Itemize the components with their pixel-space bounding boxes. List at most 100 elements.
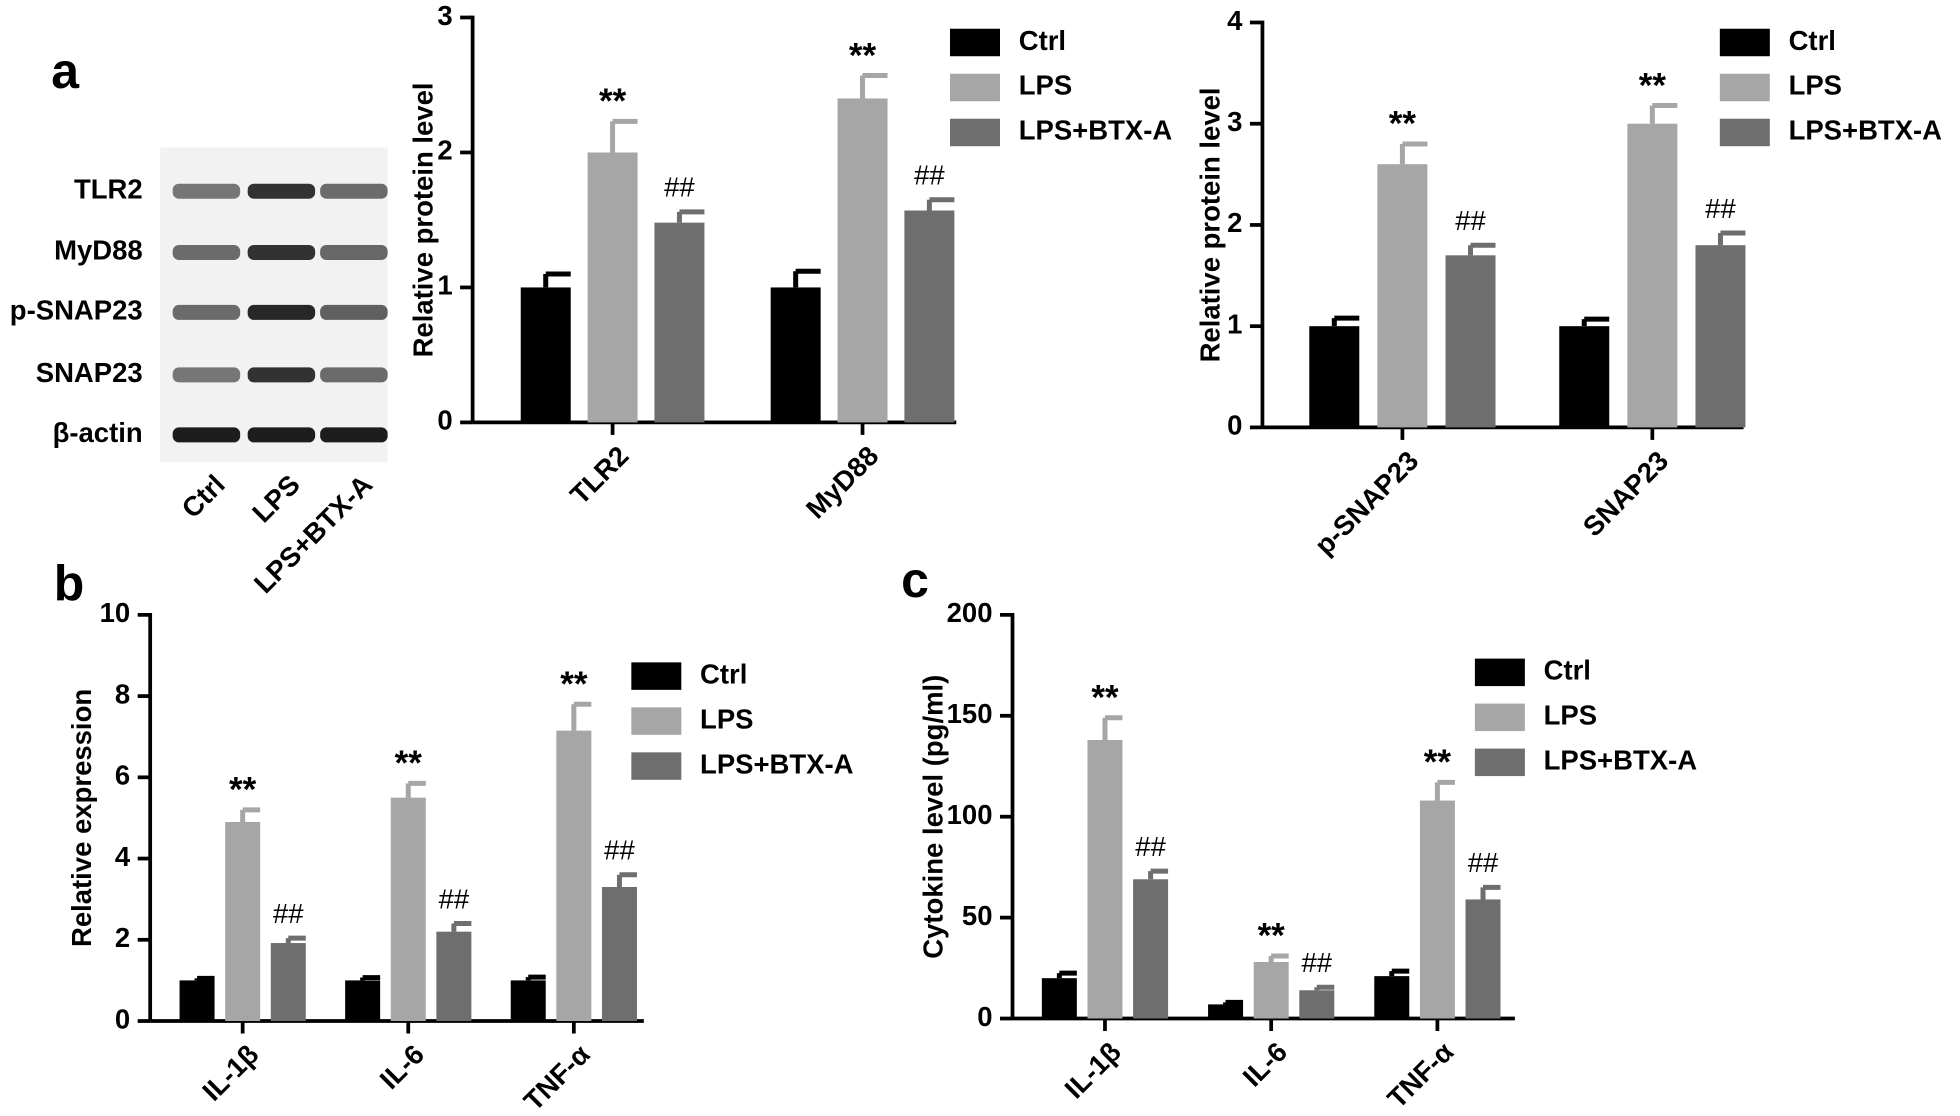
panel-label: a xyxy=(51,43,80,99)
significance-label: ** xyxy=(1389,105,1417,144)
error-bar xyxy=(285,935,306,944)
y-tick-label: 200 xyxy=(947,597,993,628)
error-bar xyxy=(676,209,705,223)
y-tick-label: 0 xyxy=(437,405,452,436)
error-bar xyxy=(571,701,592,731)
bar xyxy=(1087,739,1123,1019)
blot-band xyxy=(320,367,388,383)
legend-swatch xyxy=(950,73,1000,102)
error-bar xyxy=(793,268,821,288)
y-tick-label: 100 xyxy=(947,799,993,830)
significance-label: ## xyxy=(1468,847,1499,878)
blot-band xyxy=(247,367,316,383)
significance-label: ## xyxy=(1455,205,1486,236)
legend-swatch xyxy=(950,28,1000,57)
bar xyxy=(654,222,705,423)
y-tick-label: 10 xyxy=(100,597,131,628)
legend-label: Ctrl xyxy=(1789,25,1836,56)
legend-label: LPS xyxy=(700,703,753,734)
y-axis-label: Relative protein level xyxy=(407,82,438,357)
bar xyxy=(1627,123,1678,428)
error-bar xyxy=(610,118,638,153)
bar xyxy=(904,210,955,423)
bar xyxy=(1041,978,1077,1019)
error-bar xyxy=(616,872,637,887)
blot-band xyxy=(172,367,241,383)
significance-label: ## xyxy=(273,898,304,929)
error-bar xyxy=(1331,315,1360,327)
significance-label: ## xyxy=(914,159,945,190)
y-axis-label: Relative protein level xyxy=(1195,87,1226,362)
y-axis-label: Cytokine level (pg/ml) xyxy=(917,675,948,959)
bar xyxy=(770,287,821,423)
blot-band xyxy=(172,244,241,260)
bar xyxy=(1559,326,1610,428)
y-tick-label: 0 xyxy=(977,1001,992,1032)
error-bar xyxy=(1581,316,1610,327)
bar xyxy=(1253,962,1289,1019)
error-bar xyxy=(926,197,955,211)
legend-label: LPS xyxy=(1544,700,1597,731)
significance-label: ## xyxy=(664,172,695,203)
significance-label: ## xyxy=(1135,831,1166,862)
error-bar xyxy=(405,780,426,798)
error-bar xyxy=(1717,230,1746,246)
significance-label: ## xyxy=(439,883,470,914)
error-bar xyxy=(543,271,571,288)
blot-band xyxy=(172,183,241,199)
error-bar xyxy=(451,921,472,932)
legend-label: LPS xyxy=(1789,70,1842,101)
y-tick-label: 4 xyxy=(1227,5,1243,36)
bar xyxy=(1208,1004,1244,1019)
blot-band xyxy=(247,183,316,199)
error-bar xyxy=(1148,868,1169,880)
y-tick-label: 2 xyxy=(1227,207,1242,238)
blot-row-label: p-SNAP23 xyxy=(10,295,143,326)
blot-band xyxy=(320,427,388,443)
bar xyxy=(1695,245,1746,428)
bar xyxy=(390,797,426,1022)
error-bar xyxy=(1102,715,1123,740)
significance-label: ## xyxy=(1302,947,1333,978)
y-tick-label: 2 xyxy=(437,135,452,166)
significance-label: ** xyxy=(1091,679,1119,718)
error-bar xyxy=(1468,242,1496,256)
legend-label: LPS xyxy=(1019,70,1072,101)
y-tick-label: 2 xyxy=(115,922,130,953)
legend-swatch xyxy=(950,118,1000,147)
legend-label: LPS+BTX-A xyxy=(1789,115,1943,146)
error-bar xyxy=(525,974,546,981)
legend-swatch xyxy=(1719,73,1770,102)
error-bar xyxy=(1223,999,1244,1005)
error-bar xyxy=(194,975,215,981)
error-bar xyxy=(1389,968,1410,977)
legend-swatch xyxy=(631,662,682,690)
legend-label: Ctrl xyxy=(1019,25,1066,56)
error-bar xyxy=(860,73,888,99)
significance-label: ** xyxy=(560,665,588,704)
significance-label: ## xyxy=(604,835,635,866)
bar xyxy=(1419,800,1455,1019)
bar xyxy=(225,822,261,1022)
bar xyxy=(345,980,381,1022)
legend-swatch xyxy=(1474,703,1525,732)
legend-swatch xyxy=(1474,658,1525,687)
significance-label: ** xyxy=(849,36,877,75)
legend-label: LPS+BTX-A xyxy=(1019,115,1173,146)
y-tick-label: 8 xyxy=(115,678,130,709)
panel-label: c xyxy=(901,552,929,608)
error-bar xyxy=(1314,984,1335,991)
legend-label: LPS+BTX-A xyxy=(700,748,854,779)
significance-label: ** xyxy=(1639,66,1667,105)
y-axis-label: Relative expression xyxy=(66,689,97,947)
bar xyxy=(520,287,571,423)
legend-swatch xyxy=(631,752,682,780)
blot-band xyxy=(172,427,241,443)
y-tick-label: 3 xyxy=(437,0,452,31)
error-bar xyxy=(1649,103,1678,124)
y-tick-label: 0 xyxy=(115,1003,130,1034)
error-bar xyxy=(1480,884,1501,900)
legend-swatch xyxy=(631,707,682,735)
legend-label: Ctrl xyxy=(700,658,747,689)
